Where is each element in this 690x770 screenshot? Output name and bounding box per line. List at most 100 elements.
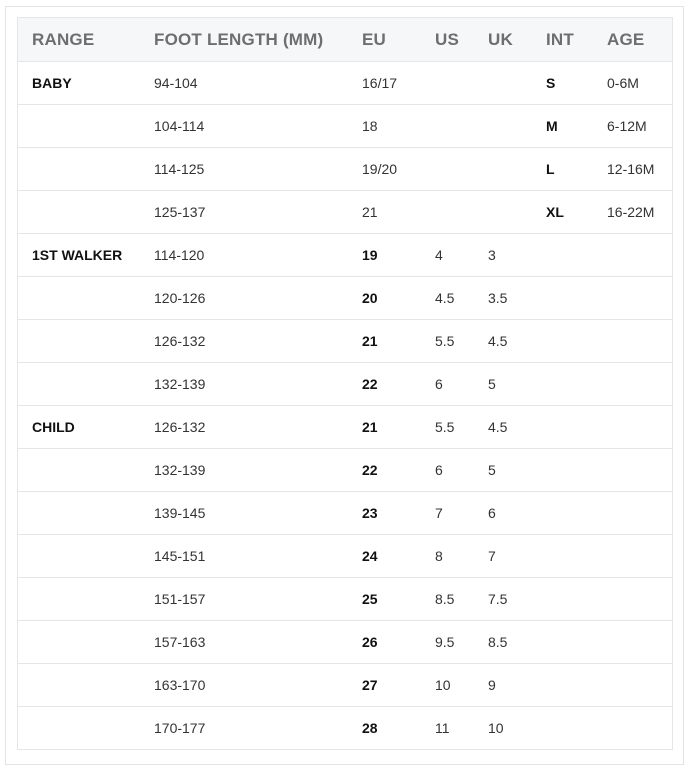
cell-age [607,277,673,320]
cell-int: L [546,161,555,177]
table-row: CHILD 126-132 21 5.5 4.5 [17,405,673,449]
cell-foot-length: 139-145 [154,505,206,521]
cell-int [546,363,607,406]
cell-uk: 5 [488,376,496,392]
cell-foot-length: 125-137 [154,204,206,220]
table-row: 163-170 27 10 9 [17,663,673,707]
table-row: 132-139 22 6 5 [17,448,673,492]
table-row: 125-137 21 XL 16-22M [17,190,673,234]
size-chart-table: RANGE FOOT LENGTH (MM) EU US UK INT AGE BABY 94… [17,17,673,750]
size-chart-frame [5,6,684,765]
table-row: 120-126 20 4.5 3.5 [17,276,673,320]
cell-us: 11 [435,720,450,736]
cell-us: 4 [435,247,443,263]
cell-range [18,664,155,707]
cell-int [546,320,607,363]
cell-us: 8.5 [435,591,455,607]
cell-int [546,492,607,535]
cell-range [18,492,155,535]
cell-range: CHILD [32,419,75,435]
cell-us: 8 [435,548,443,564]
cell-eu: 21 [362,419,378,435]
cell-range [18,148,155,191]
cell-age [607,363,673,406]
cell-int [546,234,607,277]
cell-foot-length: 126-132 [154,419,206,435]
cell-range: 1ST WALKER [32,247,123,263]
cell-eu: 22 [362,376,378,392]
cell-uk [488,62,546,105]
cell-us: 6 [435,462,443,478]
cell-uk: 4.5 [488,333,508,349]
cell-age [607,449,673,492]
cell-uk: 5 [488,462,496,478]
cell-int [546,664,607,707]
table-row: 132-139 22 6 5 [17,362,673,406]
cell-age [607,578,673,621]
header-row: RANGE FOOT LENGTH (MM) EU US UK INT AGE [17,17,673,62]
cell-eu: 23 [362,505,378,521]
cell-range [18,191,155,234]
cell-foot-length: 126-132 [154,333,206,349]
cell-eu: 28 [362,720,378,736]
cell-us [435,105,488,148]
cell-age [607,234,673,277]
header-age: AGE [607,29,645,49]
cell-age [607,320,673,363]
cell-foot-length: 132-139 [154,462,206,478]
table-row: 1ST WALKER 114-120 19 4 3 [17,233,673,277]
cell-us: 9.5 [435,634,455,650]
cell-foot-length: 170-177 [154,720,206,736]
cell-foot-length: 163-170 [154,677,206,693]
cell-uk [488,191,546,234]
cell-uk: 3 [488,247,496,263]
cell-us [435,191,488,234]
cell-us: 4.5 [435,290,455,306]
cell-age [607,707,673,750]
table-row: 145-151 24 8 7 [17,534,673,578]
cell-age [607,621,673,664]
cell-foot-length: 94-104 [154,75,198,91]
table-row: 170-177 28 11 10 [17,706,673,750]
cell-range [18,578,155,621]
cell-range [18,277,155,320]
cell-eu: 25 [362,591,378,607]
cell-eu: 21 [362,333,378,349]
cell-us [435,62,488,105]
cell-uk: 3.5 [488,290,508,306]
cell-us: 10 [435,677,451,693]
cell-us: 5.5 [435,333,455,349]
table-row: 157-163 26 9.5 8.5 [17,620,673,664]
cell-eu: 26 [362,634,378,650]
cell-int [546,707,607,750]
cell-age: 6-12M [607,118,647,134]
cell-age: 16-22M [607,204,655,220]
cell-foot-length: 132-139 [154,376,206,392]
table-row: BABY 94-104 16/17 S 0-6M [17,61,673,105]
cell-int [546,621,607,664]
cell-foot-length: 151-157 [154,591,206,607]
header-range: RANGE [32,29,95,49]
cell-foot-length: 145-151 [154,548,206,564]
cell-range [18,320,155,363]
cell-eu: 18 [362,118,378,134]
cell-range [18,535,155,578]
header-uk: UK [488,29,513,49]
cell-uk: 8.5 [488,634,508,650]
cell-us: 7 [435,505,443,521]
cell-range [18,621,155,664]
cell-eu: 22 [362,462,378,478]
table-row: 104-114 18 M 6-12M [17,104,673,148]
cell-int [546,406,607,449]
cell-range [18,105,155,148]
cell-uk: 10 [488,720,504,736]
cell-int [546,449,607,492]
cell-us: 6 [435,376,443,392]
cell-foot-length: 114-125 [154,161,205,177]
cell-eu: 19/20 [362,161,398,177]
cell-eu: 16/17 [362,75,398,91]
cell-eu: 20 [362,290,378,306]
cell-foot-length: 104-114 [154,118,205,134]
cell-uk [488,148,546,191]
cell-eu: 27 [362,677,378,693]
